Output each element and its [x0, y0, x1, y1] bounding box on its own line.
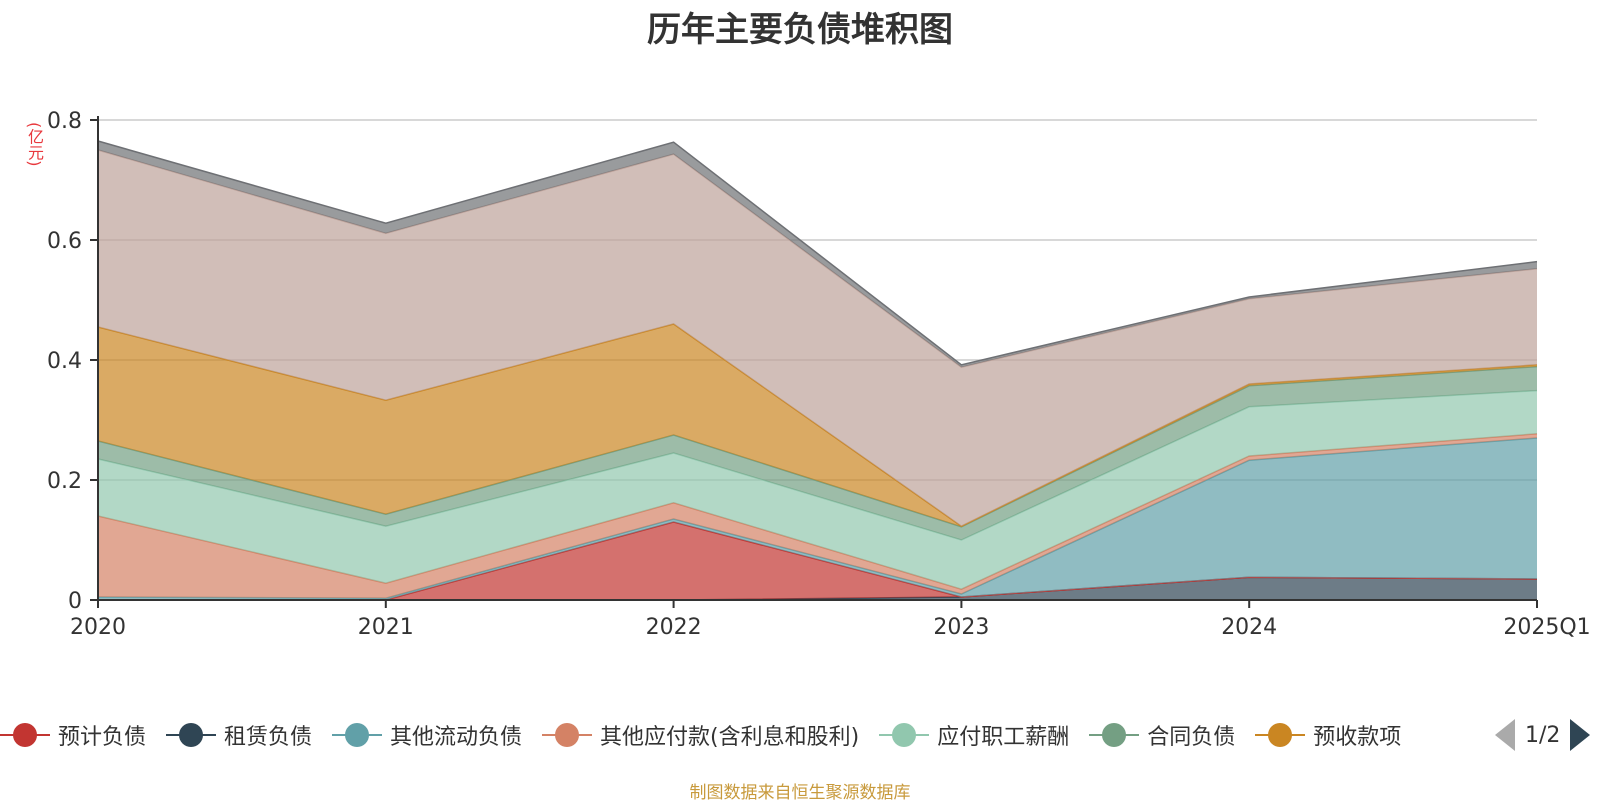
legend-item[interactable]: 预计负债 — [0, 718, 146, 752]
x-tick-label: 2022 — [646, 615, 702, 640]
stacked-area-chart: 0 0.2 0.4 0.6 0.8 2020 2021 2022 2023 2024 2025Q1 — [47, 109, 1591, 640]
y-tick-label: 0.6 — [47, 229, 82, 254]
y-tick-label: 0.2 — [47, 469, 82, 494]
tick-labels: 0 0.2 0.4 0.6 0.8 2020 2021 2022 2023 2024 2025Q1 — [47, 109, 1591, 640]
legend: 预计负债 租赁负债 其他流动负债 其他应付款(含利息和股利) 应付职工薪酬 合同负债 预收款… — [0, 718, 1480, 752]
area-series-4[interactable] — [98, 433, 1537, 599]
area-series-6[interactable] — [98, 366, 1537, 540]
legend-item[interactable]: 合同负债 — [1089, 718, 1235, 752]
legend-item-label: 合同负债 — [1147, 725, 1236, 750]
legend-item-label: 预计负债 — [58, 725, 147, 750]
legend-item[interactable]: 预收款项 — [1255, 718, 1401, 752]
legend-next-page-icon[interactable] — [1570, 719, 1591, 751]
legend-marker-icon — [1255, 723, 1306, 747]
legend-item-label: 其他应付款(含利息和股利) — [600, 725, 860, 750]
legend-marker-icon — [166, 723, 217, 747]
chart-title: 历年主要负债堆积图 — [647, 10, 953, 50]
y-tick-label: 0.8 — [47, 109, 82, 134]
y-tick-label: 0.4 — [47, 349, 82, 374]
legend-marker-icon — [0, 723, 50, 747]
legend-item[interactable]: 其他应付款(含利息和股利) — [542, 718, 859, 752]
x-tick-label: 2024 — [1221, 615, 1277, 640]
legend-item-label: 其他流动负债 — [390, 725, 523, 750]
x-tick-label: 2023 — [933, 615, 989, 640]
legend-item[interactable]: 租赁负债 — [166, 718, 312, 752]
legend-pager: 1/2 — [1495, 718, 1591, 752]
legend-marker-icon — [542, 723, 593, 747]
legend-item-label: 应付职工薪酬 — [937, 725, 1070, 750]
area-series-8[interactable] — [98, 150, 1537, 527]
legend-item-label: 预收款项 — [1313, 725, 1402, 750]
x-tick-label: 2020 — [70, 615, 126, 640]
data-source-note: 制图数据来自恒生聚源数据库 — [689, 783, 911, 803]
area-series-line-9 — [97, 140, 1538, 366]
legend-page-indicator: 1/2 — [1525, 722, 1561, 748]
legend-prev-page-icon[interactable] — [1495, 719, 1515, 751]
legend-item[interactable]: 应付职工薪酬 — [879, 718, 1069, 752]
legend-marker-icon — [332, 723, 383, 747]
legend-item-label: 租赁负债 — [224, 725, 313, 750]
x-tick-label: 2025Q1 — [1503, 615, 1590, 640]
area-series-3[interactable] — [98, 438, 1537, 600]
y-tick-label: 0 — [68, 589, 82, 614]
legend-marker-icon — [879, 723, 930, 747]
legend-item[interactable]: 其他流动负债 — [332, 718, 522, 752]
area-series — [97, 140, 1538, 601]
axes — [90, 116, 1538, 608]
x-tick-label: 2021 — [358, 615, 414, 640]
legend-marker-icon — [1089, 723, 1140, 747]
y-axis-unit: (亿元) — [25, 122, 44, 167]
